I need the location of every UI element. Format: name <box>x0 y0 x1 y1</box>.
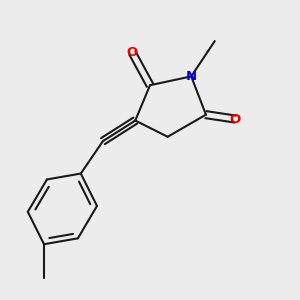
Text: O: O <box>230 112 241 126</box>
Text: O: O <box>127 46 138 59</box>
Text: N: N <box>186 70 197 83</box>
